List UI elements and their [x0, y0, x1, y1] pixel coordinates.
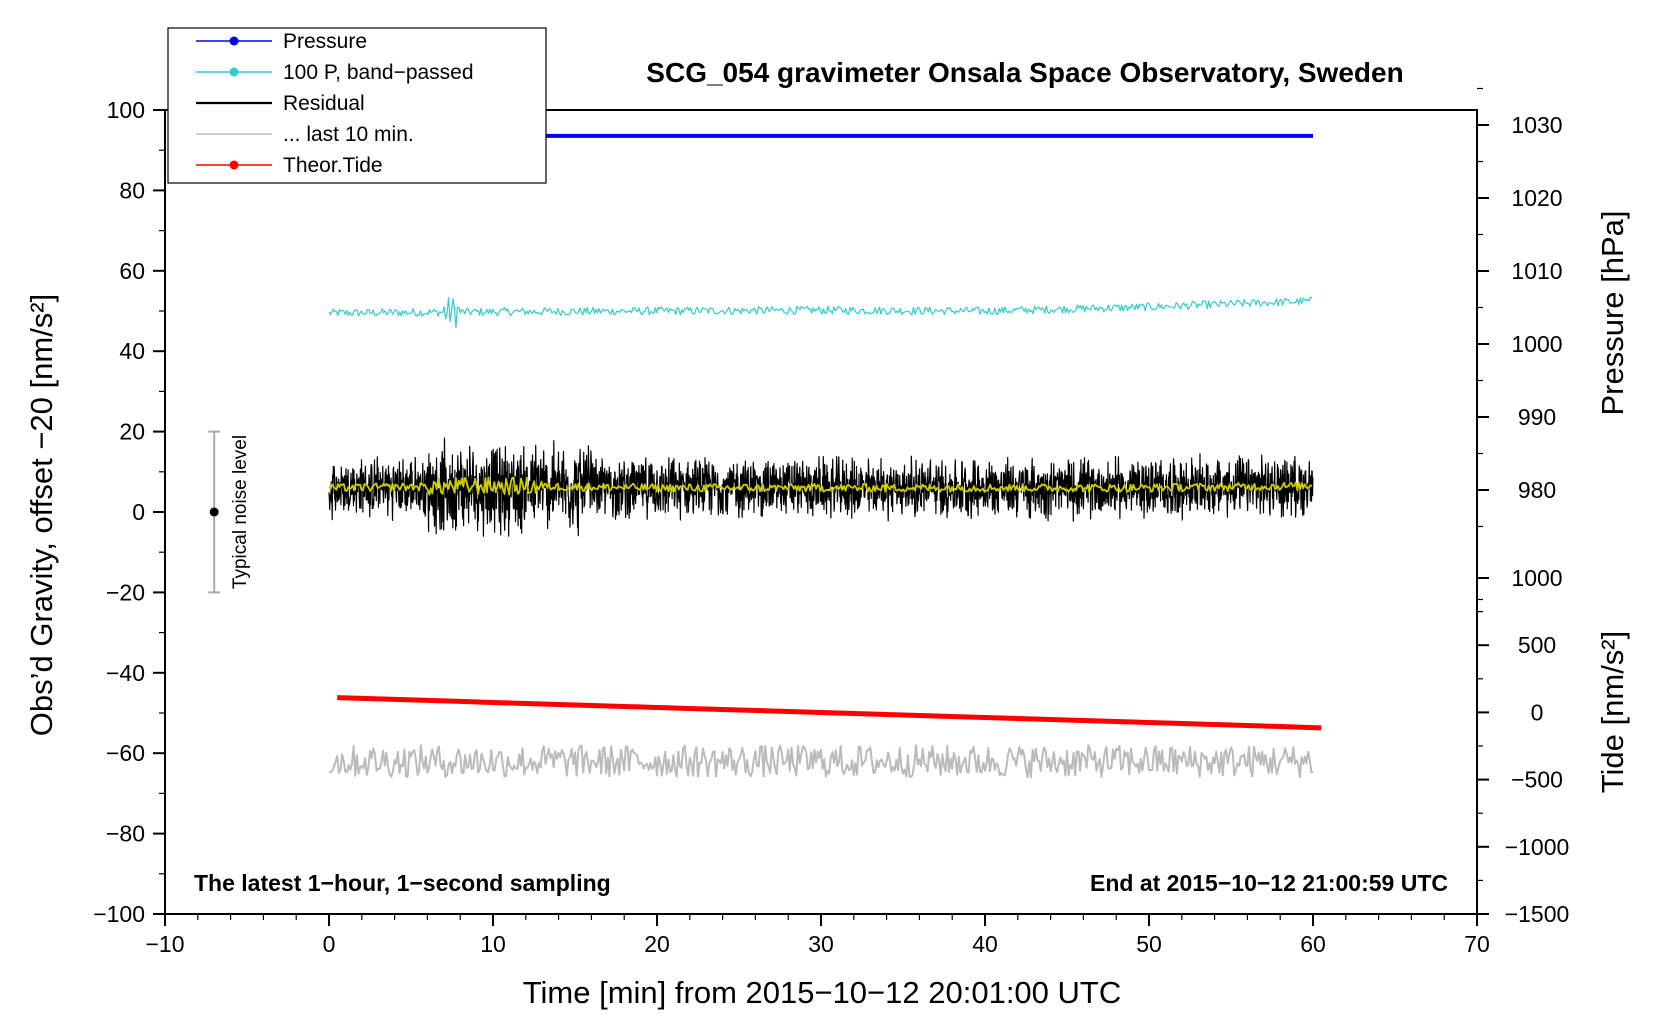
tide-tick-label: −1500 — [1505, 901, 1570, 927]
x-tick-label: 50 — [1136, 931, 1162, 957]
series-100-p-band-passed — [328, 296, 1313, 329]
pressure-tick-label: 1020 — [1511, 185, 1562, 211]
chart-title: SCG_054 gravimeter Onsala Space Observat… — [646, 57, 1403, 88]
pressure-tick-label: 1000 — [1511, 331, 1562, 357]
legend-entries: Pressure 100 P, band−passed Residual ... la… — [196, 30, 474, 177]
noise-bar: Typical noise level — [208, 430, 251, 594]
y-tick-label-left: 0 — [132, 499, 145, 525]
x-tick-label: 10 — [480, 931, 506, 957]
y-tick-label-left: 40 — [119, 338, 145, 364]
legend-label: 100 P, band−passed — [283, 61, 474, 84]
legend-marker — [229, 160, 239, 170]
tide-tick-label: 1000 — [1511, 565, 1562, 591]
x-tick-label: 70 — [1464, 931, 1490, 957]
axes: −10 0 10 20 30 40 50 60 70100806040200−20−40−60−… — [93, 87, 1570, 957]
y-tick-label-left: −20 — [106, 579, 145, 605]
plot-frame — [164, 109, 1478, 915]
y-axis-title-tide: Tide [nm/s²] — [1595, 631, 1630, 794]
legend-box — [167, 27, 547, 184]
tide-tick-label: 0 — [1531, 699, 1544, 725]
x-tick-label: 20 — [644, 931, 670, 957]
y-tick-label-left: −100 — [93, 901, 145, 927]
x-tick-label: 0 — [323, 931, 336, 957]
series-layer — [328, 133, 1322, 779]
x-tick-label: 40 — [972, 931, 998, 957]
pressure-tick-label: 1010 — [1511, 258, 1562, 284]
pressure-tick-label: 990 — [1518, 404, 1556, 430]
y-axis-title-left: Obs’d Gravity, offset −20 [nm/s²] — [24, 294, 59, 737]
y-tick-label-left: −40 — [106, 660, 145, 686]
tide-tick-label: −1000 — [1505, 834, 1570, 860]
annotation-sampling: The latest 1−hour, 1−second sampling — [194, 870, 611, 896]
y-tick-label-left: 100 — [107, 97, 145, 123]
series-residual-smoothed — [328, 476, 1313, 496]
legend-label: ... last 10 min. — [283, 123, 414, 146]
annotation-end-time: End at 2015−10−12 21:00:59 UTC — [1090, 870, 1448, 896]
y-tick-label-left: 60 — [119, 258, 145, 284]
tide-tick-label: 500 — [1518, 632, 1556, 658]
x-tick-label: 30 — [808, 931, 834, 957]
x-tick-label: −10 — [145, 931, 184, 957]
x-tick-label: 60 — [1300, 931, 1326, 957]
pressure-tick-label: 1030 — [1511, 112, 1562, 138]
legend-marker — [229, 36, 239, 46]
y-tick-label-left: −60 — [106, 740, 145, 766]
y-tick-label-left: 80 — [119, 177, 145, 203]
series-theor-tide — [337, 695, 1322, 731]
legend-label: Residual — [283, 92, 365, 115]
x-axis-title: Time [min] from 2015−10−12 20:01:00 UTC — [523, 975, 1122, 1010]
pressure-tick-label: 980 — [1518, 477, 1556, 503]
tide-tick-label: −500 — [1511, 767, 1563, 793]
y-tick-label-left: −80 — [106, 821, 145, 847]
legend-label: Pressure — [283, 30, 367, 53]
noise-bar-center-dot — [209, 507, 219, 517]
series-residual — [328, 437, 1314, 537]
legend-label: Theor.Tide — [283, 154, 383, 177]
legend-marker — [229, 67, 239, 77]
legend: Pressure 100 P, band−passed Residual ... la… — [167, 27, 547, 184]
y-tick-label-left: 20 — [119, 419, 145, 445]
noise-bar-label: Typical noise level — [230, 435, 251, 589]
series-last-10-min — [328, 744, 1314, 779]
y-axis-title-pressure: Pressure [hPa] — [1595, 210, 1630, 415]
